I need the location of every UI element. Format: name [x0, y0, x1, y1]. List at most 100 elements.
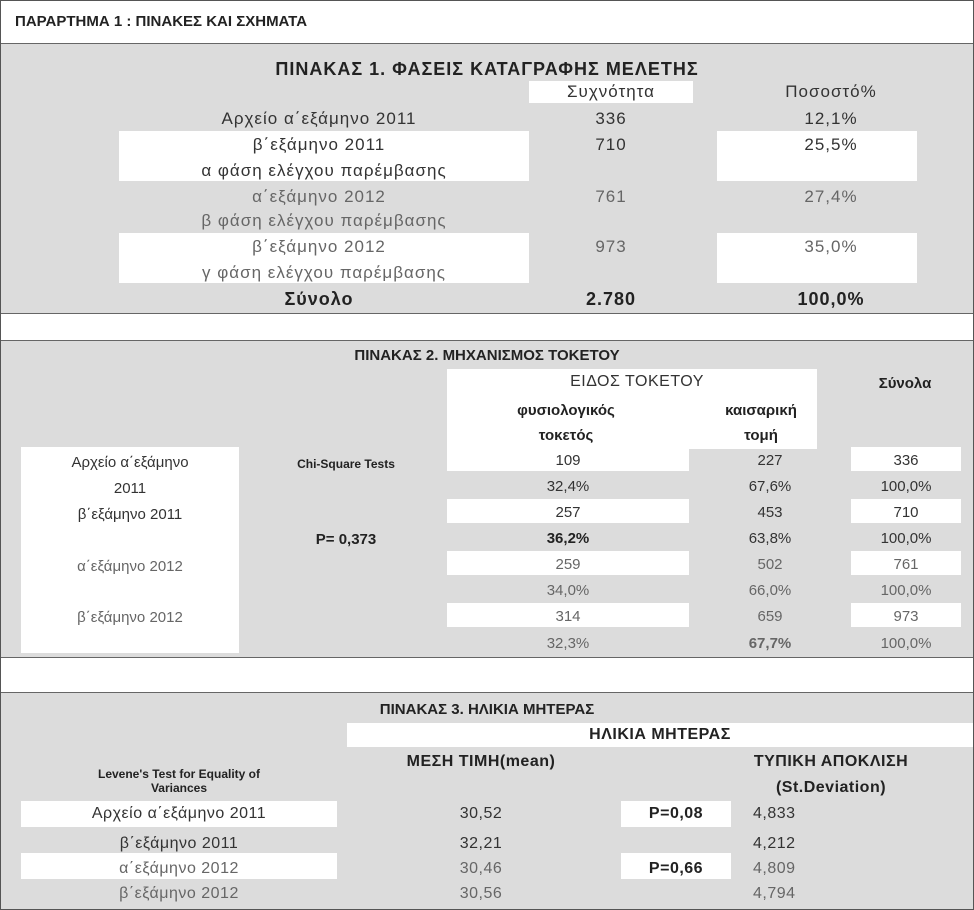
table-2-header-box: [447, 369, 817, 449]
table-2-cell-caesarean: 659: [757, 608, 783, 625]
table-2-row-label: α΄εξάμηνο 2012: [77, 558, 183, 575]
table-2-cell-box: [851, 447, 961, 471]
table-2-cell-box: [851, 499, 961, 523]
table-3-cell-sd: 4,212: [753, 835, 796, 852]
birth-type-header: ΕΙΔΟΣ ΤΟΚΕΤΟΥ: [570, 373, 704, 390]
table-1-row-label: α΄εξάμηνο 2012: [252, 187, 386, 206]
table-2-label-box: [21, 447, 239, 653]
col-sd-header-1: ΤΥΠΙΚΗ ΑΠΟΚΛΙΣΗ: [753, 753, 909, 770]
table-1-row-label: Αρχείο α΄εξάμηνο 2011: [221, 109, 417, 128]
table-2-cell-box: [447, 603, 689, 627]
table-1-total-frequency: 2.780: [585, 289, 637, 309]
table-2-cell-caesarean: 63,8%: [748, 530, 792, 547]
table-3-cell-p: P=0,66: [648, 860, 704, 877]
chi-square-label: Chi-Square Tests: [297, 457, 395, 471]
table-1-cell-percent: 25,5%: [804, 135, 858, 154]
appendix-header: ΠΑΡΑΡΤΗΜΑ 1 : ΠΙΝΑΚΕΣ ΚΑΙ ΣΧΗΜΑΤΑ: [1, 1, 973, 44]
table-3-row-label: β΄εξάμηνο 2012: [119, 885, 239, 902]
table-3-cell-sd: 4,809: [753, 860, 796, 877]
table-3-title: ΠΙΝΑΚΑΣ 3. ΗΛΙΚΙΑ ΜΗΤΕΡΑΣ: [379, 701, 595, 718]
table-separator: [1, 657, 973, 693]
table-2-cell-caesarean: 67,7%: [748, 635, 792, 652]
levene-label-2: Variances: [150, 781, 208, 795]
table-2-cell-total: 100,0%: [880, 530, 932, 547]
table-2-cell-natural: 259: [555, 556, 581, 573]
table-3-cell-p: P=0,08: [648, 805, 704, 822]
table-3-row-label: Αρχείο α΄εξάμηνο 2011: [91, 805, 267, 822]
table-2-cell-total: 100,0%: [880, 478, 932, 495]
table-1-row-sublabel: α φάση ελέγχου παρέμβασης: [201, 161, 447, 180]
table-2-cell-natural: 257: [555, 504, 581, 521]
table-2-cell-caesarean: 66,0%: [748, 582, 792, 599]
table-2-cell-caesarean: 453: [757, 504, 783, 521]
table-2-row-label: β΄εξάμηνο 2012: [77, 609, 183, 626]
table-2-cell-caesarean: 67,6%: [748, 478, 792, 495]
table-1-row-box: [717, 233, 917, 283]
table-1-row-label: β΄εξάμηνο 2011: [252, 135, 386, 154]
table-2-cell-natural: 314: [555, 608, 581, 625]
table-2-cell-total: 100,0%: [880, 582, 932, 599]
col-frequency-header: Συχνότητα: [567, 82, 655, 101]
table-2-cell-natural: 34,0%: [546, 582, 590, 599]
mother-age-header: ΗΛΙΚΙΑ ΜΗΤΕΡΑΣ: [589, 726, 731, 743]
table-1-total-percent: 100,0%: [797, 289, 865, 309]
table-1-cell-percent: 27,4%: [804, 187, 858, 206]
col-natural-header-2: τοκετός: [538, 427, 594, 444]
table-2-cell-total: 710: [893, 504, 919, 521]
table-1-cell-frequency: 336: [595, 109, 627, 128]
table-2-cell-box: [851, 603, 961, 627]
appendix-title: ΠΑΡΑΡΤΗΜΑ 1 : ΠΙΝΑΚΕΣ ΚΑΙ ΣΧΗΜΑΤΑ: [15, 13, 308, 30]
col-caesarean-header-2: τομή: [744, 427, 778, 444]
table-1-row-box: [119, 233, 529, 283]
table-1-row-label: β΄εξάμηνο 2012: [252, 237, 386, 256]
table-2-cell-natural: 109: [555, 452, 581, 469]
table-3-cell-mean: 30,56: [459, 885, 503, 902]
table-3-label-box: [21, 801, 337, 827]
table-3-cell-mean: 30,46: [459, 860, 503, 877]
table-2-cell-total: 336: [893, 452, 919, 469]
table-1-row-box: [717, 131, 917, 181]
table-3-row-label: β΄εξάμηνο 2011: [119, 835, 239, 852]
table-3-cell-box: [621, 853, 731, 879]
table-2-cell-total: 100,0%: [880, 635, 932, 652]
table-1-title: ΠΙΝΑΚΑΣ 1. ΦΑΣΕΙΣ ΚΑΤΑΓΡΑΦΗΣ ΜΕΛΕΤΗΣ: [275, 59, 699, 79]
col-natural-header-1: φυσιολογικός: [517, 402, 615, 419]
table-1-cell-frequency: 710: [595, 135, 627, 154]
table-2-row-label: 2011: [113, 480, 147, 497]
table-2-row-label: β΄εξάμηνο 2011: [77, 506, 183, 523]
table-1-row-sublabel: β φάση ελέγχου παρέμβασης: [201, 211, 447, 230]
totals-header: Σύνολα: [878, 375, 932, 392]
table-1-cell-percent: 35,0%: [804, 237, 858, 256]
table-2-row-label: Αρχείο α΄εξάμηνο: [71, 454, 189, 471]
table-3-cell-sd: 4,833: [753, 805, 796, 822]
table-1-row-box: [119, 131, 529, 181]
table-3-label-box: [21, 853, 337, 879]
col-caesarean-header-1: καισαρική: [725, 402, 797, 419]
table-2-title: ΠΙΝΑΚΑΣ 2. ΜΗΧΑΝΙΣΜΟΣ ΤΟΚΕΤΟΥ: [354, 347, 620, 364]
table-3-header-box: [347, 723, 973, 747]
table-1-cell-percent: 12,1%: [804, 109, 858, 128]
table-1-cell-frequency: 761: [595, 187, 627, 206]
table-2-cell-natural: 32,3%: [546, 635, 590, 652]
table-2-cell-natural: 36,2%: [546, 530, 590, 547]
table-2-cell-box: [851, 551, 961, 575]
table-3-cell-sd: 4,794: [753, 885, 796, 902]
table-2-cell-total: 761: [893, 556, 919, 573]
table-3-cell-mean: 30,52: [459, 805, 503, 822]
table-2-cell-natural: 32,4%: [546, 478, 590, 495]
table-3-row-label: α΄εξάμηνο 2012: [119, 860, 239, 877]
table-2-cell-caesarean: 502: [757, 556, 783, 573]
table-2-cell-box: [447, 499, 689, 523]
table-2-cell-box: [447, 447, 689, 471]
table-1-header-box: [529, 81, 693, 103]
table-1-total-label: Σύνολο: [284, 289, 354, 309]
col-mean-header: ΜΕΣΗ ΤΙΜΗ(mean): [406, 753, 556, 770]
levene-label-1: Levene's Test for Equality of: [98, 767, 260, 781]
chi-square-p-value: P= 0,373: [315, 531, 377, 548]
table-1-row-sublabel: γ φάση ελέγχου παρέμβασης: [202, 263, 446, 282]
table-1-cell-frequency: 973: [595, 237, 627, 256]
table-2-cell-caesarean: 227: [757, 452, 783, 469]
table-3-cell-mean: 32,21: [459, 835, 503, 852]
table-3-cell-box: [621, 801, 731, 827]
